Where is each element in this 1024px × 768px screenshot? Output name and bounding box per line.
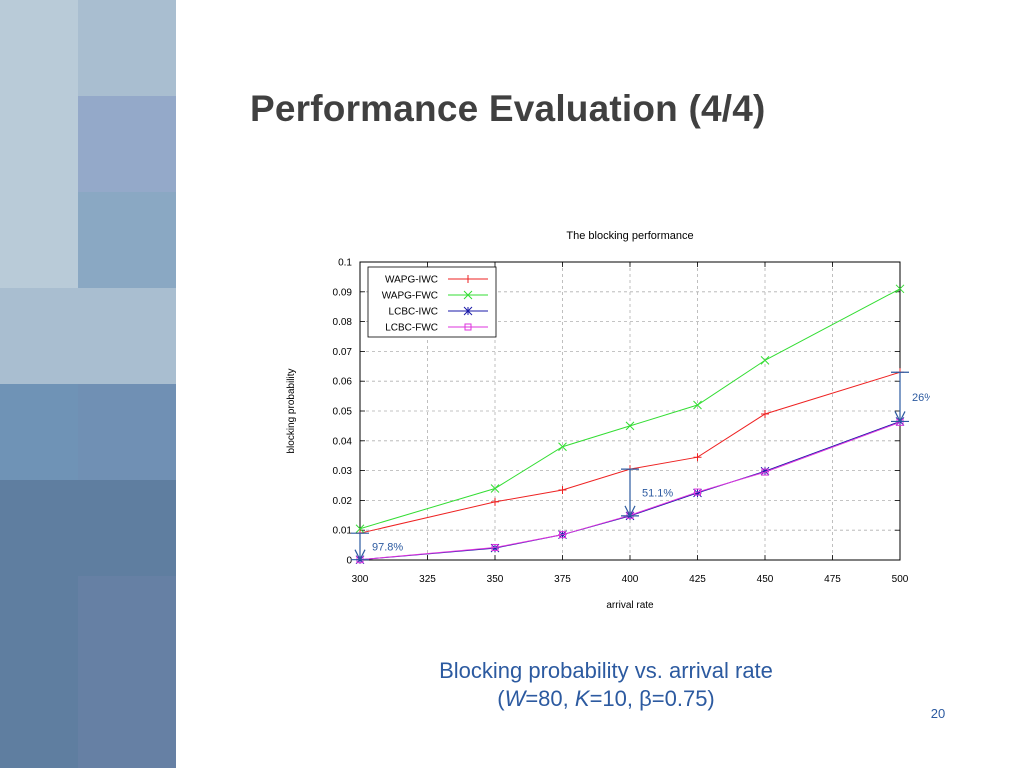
legend-label-wapg-fwc: WAPG-FWC xyxy=(382,291,438,302)
sidebar-tile xyxy=(78,0,176,96)
legend-marker-wapg-iwc xyxy=(464,275,472,283)
y-tick-label: 0.06 xyxy=(333,377,353,388)
y-tick-label: 0.02 xyxy=(333,496,353,507)
blocking-performance-chart: The blocking performance 0 0.01 0.02 0.03 0.0… xyxy=(286,230,930,611)
legend-marker-lcbc-iwc xyxy=(463,306,473,316)
x-tick-label: 425 xyxy=(689,574,706,585)
sidebar-tile xyxy=(78,192,176,288)
data-point-lcbc-iwc xyxy=(490,543,500,553)
x-axis-label: arrival rate xyxy=(606,600,654,611)
sidebar-tile xyxy=(78,96,176,192)
sidebar-tile xyxy=(0,96,78,192)
x-tick-label: 400 xyxy=(622,574,639,585)
data-point-wapg-fwc xyxy=(760,355,770,365)
caption-w-symbol: W xyxy=(504,686,526,711)
data-point-lcbc-fwc xyxy=(491,543,499,551)
sidebar-tile xyxy=(0,0,78,96)
caption-w-value: =80, xyxy=(525,686,575,711)
figure-caption-parameters: (W=80, K=10, β=0.75) xyxy=(350,686,862,712)
data-point-lcbc-fwc xyxy=(559,531,566,539)
sidebar-tile xyxy=(0,576,78,672)
legend-label-wapg-iwc: WAPG-IWC xyxy=(385,275,438,286)
data-point-wapg-fwc xyxy=(558,442,567,452)
data-point-wapg-fwc xyxy=(895,284,905,294)
x-tick-label: 475 xyxy=(824,574,841,585)
sidebar-tile xyxy=(78,576,176,672)
y-tick-label: 0.04 xyxy=(333,436,353,447)
annotation-label: 26% xyxy=(912,392,930,404)
x-tick-label: 325 xyxy=(419,574,436,585)
data-point-wapg-fwc xyxy=(490,484,500,493)
data-point-wapg-iwc xyxy=(491,497,499,506)
data-point-lcbc-fwc xyxy=(761,468,769,476)
x-tick-label: 350 xyxy=(487,574,504,585)
x-tick-label: 500 xyxy=(892,574,909,585)
y-tick-label: 0.08 xyxy=(333,317,353,328)
page-number: 20 xyxy=(930,706,946,721)
sidebar-tile xyxy=(0,384,78,480)
data-point-wapg-iwc xyxy=(558,485,567,494)
sidebar-tile xyxy=(0,192,78,288)
y-tick-label: 0.01 xyxy=(333,526,353,537)
sidebar-tile xyxy=(78,480,176,576)
data-point-lcbc-iwc xyxy=(693,488,702,498)
data-point-wapg-iwc xyxy=(693,453,702,462)
sidebar-tile xyxy=(0,672,78,768)
figure-caption: Blocking probability vs. arrival rate xyxy=(439,658,773,683)
y-tick-label: 0.09 xyxy=(333,287,353,298)
legend-marker-wapg-fwc xyxy=(463,290,473,300)
data-point-wapg-fwc xyxy=(693,400,702,410)
sidebar-tile xyxy=(0,288,78,384)
slide-title: Performance Evaluation (4/4) xyxy=(250,88,766,129)
data-point-wapg-iwc xyxy=(761,409,769,418)
y-tick-label: 0.03 xyxy=(333,466,353,477)
legend-label-lcbc-fwc: LCBC-FWC xyxy=(385,323,438,334)
decorative-sidebar xyxy=(0,0,176,768)
y-tick-label: 0 xyxy=(346,556,352,567)
sidebar-tile xyxy=(78,288,176,384)
data-point-lcbc-fwc xyxy=(694,488,701,496)
y-axis-label: blocking probability xyxy=(286,368,297,453)
data-point-lcbc-iwc xyxy=(760,466,770,476)
data-point-wapg-fwc xyxy=(355,524,365,534)
sidebar-tile xyxy=(78,384,176,480)
caption-paren-open: ( xyxy=(497,686,505,711)
annotation-label: 51.1% xyxy=(642,488,673,500)
legend-label-lcbc-iwc: LCBC-IWC xyxy=(389,307,438,318)
x-tick-label: 375 xyxy=(554,574,571,585)
annotation-label: 97.8% xyxy=(372,541,403,553)
y-tick-label: 0.1 xyxy=(338,258,352,269)
y-tick-label: 0.05 xyxy=(333,407,353,418)
chart-container: The blocking performance 0 0.01 0.02 0.03 0.0… xyxy=(270,220,930,620)
sidebar-tile xyxy=(78,672,176,768)
legend-marker-lcbc-fwc xyxy=(464,323,472,331)
caption-k-value: =10, β=0.75) xyxy=(589,686,715,711)
x-tick-label: 450 xyxy=(757,574,774,585)
caption-k-symbol: K xyxy=(574,686,590,711)
sidebar-tile xyxy=(0,480,78,576)
data-point-wapg-fwc xyxy=(625,421,635,431)
y-tick-label: 0.07 xyxy=(333,347,353,358)
x-tick-label: 300 xyxy=(352,574,369,585)
chart-title: The blocking performance xyxy=(566,230,693,242)
